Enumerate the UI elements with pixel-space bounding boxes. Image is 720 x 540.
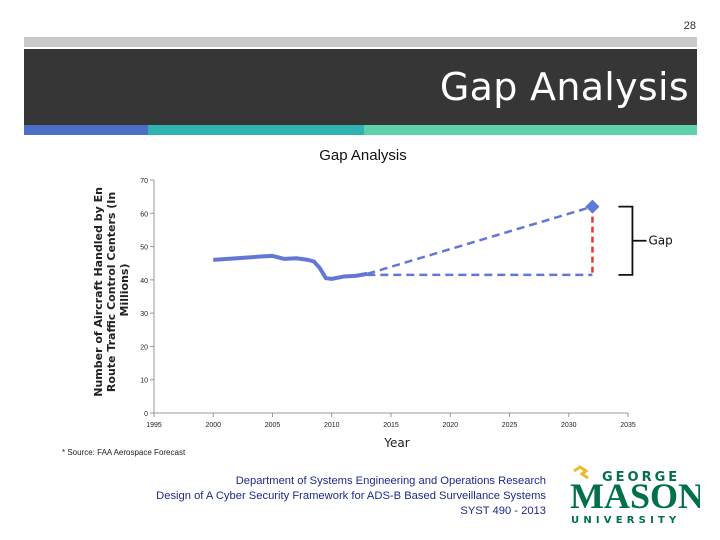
x-tick-label: 2000 (205, 422, 221, 429)
y-axis-label: Number of Aircraft Handled by En Route T… (92, 183, 131, 397)
y-tick-label: 50 (140, 245, 148, 252)
series-historical (213, 253, 368, 281)
chart-title: Gap Analysis (319, 147, 407, 164)
x-tick-label: 2015 (383, 422, 399, 429)
department-line-1: Department of Systems Engineering and Op… (235, 475, 546, 487)
x-tick-label: 2030 (561, 422, 577, 429)
y-axis-label-line2: Route Traffic Control Centers (In (105, 192, 118, 392)
george-mason-logo: GEORGE MASON UNIVERSITY (570, 465, 700, 525)
y-axis-label-line3: Millions) (118, 264, 131, 317)
series-forecast (366, 205, 593, 276)
gap-label: Gap (648, 234, 672, 248)
accent-bar-teal (148, 125, 364, 135)
header-thin-bar (24, 37, 697, 47)
gap-analysis-chart: Gap Analysis Number of Aircraft Handled … (92, 147, 673, 450)
gap-bracket (618, 205, 634, 276)
y-axis-label-line1: Number of Aircraft Handled by En (92, 187, 105, 397)
y-tick-label: 0 (144, 411, 148, 418)
x-tick-label: 2005 (265, 422, 281, 429)
logo-gold-swoosh (573, 465, 589, 480)
slide-title: Gap Analysis (439, 65, 689, 109)
title-band: Gap Analysis (24, 49, 697, 125)
x-tick-label: 2035 (620, 422, 636, 429)
department-info: Department of Systems Engineering and Op… (156, 474, 546, 519)
logo-university: UNIVERSITY (571, 515, 680, 525)
logo-mason: MASON (570, 476, 700, 516)
x-tick-label: 2020 (442, 422, 458, 429)
y-tick-label: 20 (140, 344, 148, 351)
x-tick-label: 1995 (146, 422, 162, 429)
x-tick-label: 2025 (502, 422, 518, 429)
y-tick-label: 40 (140, 278, 148, 285)
y-tick-label: 10 (140, 378, 148, 385)
logo-george: GEORGE (602, 470, 680, 485)
department-line-2: Design of A Cyber Security Framework for… (156, 490, 546, 502)
y-tick-label: 60 (140, 211, 148, 218)
y-tick-label: 30 (140, 311, 148, 318)
accent-bar-green (364, 125, 697, 135)
x-tick-label: 2010 (324, 422, 340, 429)
y-tick-label: 70 (140, 178, 148, 185)
page-number: 28 (683, 20, 696, 32)
x-axis-label: Year (383, 436, 409, 450)
source-footnote: * Source: FAA Aerospace Forecast (62, 448, 186, 457)
forecast-point-marker (585, 199, 600, 214)
accent-bar-blue (24, 125, 148, 135)
department-line-3: SYST 490 - 2013 (460, 505, 546, 517)
